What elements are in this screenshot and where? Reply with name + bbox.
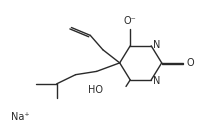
Text: N: N — [153, 76, 161, 86]
Text: HO: HO — [88, 85, 103, 95]
Text: N: N — [153, 40, 161, 50]
Text: O⁻: O⁻ — [124, 16, 136, 26]
Text: Na⁺: Na⁺ — [11, 112, 29, 122]
Text: O: O — [187, 58, 194, 68]
